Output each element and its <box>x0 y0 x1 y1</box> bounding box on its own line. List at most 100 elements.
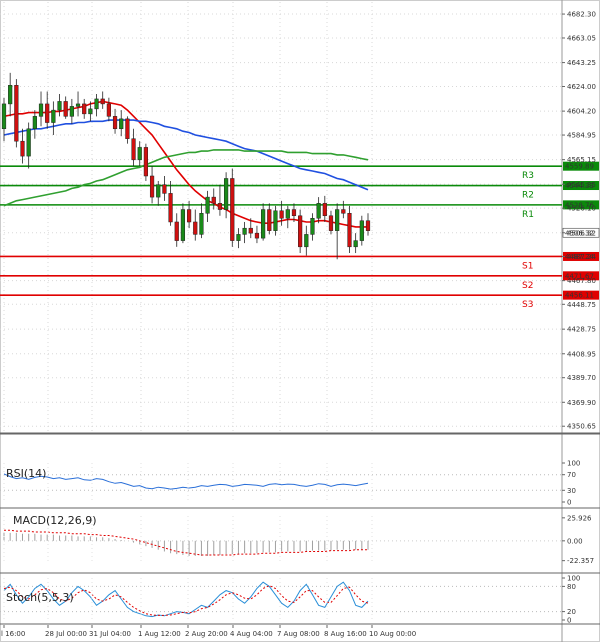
macd-title: MACD(12,26,9) <box>13 514 97 527</box>
candle <box>51 101 56 135</box>
price-tick-label: 4624.00 <box>567 83 596 91</box>
candle <box>279 200 284 226</box>
candle <box>143 143 148 181</box>
candle-body <box>279 210 284 219</box>
candle <box>248 218 253 239</box>
candle <box>38 91 44 127</box>
candle-body <box>63 101 68 117</box>
candle-body <box>254 232 260 239</box>
candle <box>57 93 62 117</box>
indicator-line-rsi <box>3 473 369 490</box>
candle <box>63 96 68 119</box>
candle <box>106 97 111 122</box>
candle <box>82 98 87 119</box>
candle <box>45 91 50 129</box>
candle-body <box>199 213 204 235</box>
level-name-s3: S3 <box>522 300 533 310</box>
price-tick-label: 4428.75 <box>567 326 596 334</box>
level-value-box-s1 <box>563 251 599 261</box>
candle-body <box>143 147 148 177</box>
time-tick-label: 7 Aug 08:00 <box>277 630 320 638</box>
indicator-tick-label: 0.00 <box>567 537 583 545</box>
candle-body <box>26 128 31 157</box>
candle <box>94 93 99 117</box>
candle <box>1 97 7 142</box>
candle-body <box>267 209 272 231</box>
level-value-box-s3 <box>563 290 599 300</box>
candle <box>347 205 352 254</box>
indicator-tick-label: -22.357 <box>567 557 594 565</box>
candle-body <box>310 217 315 235</box>
candle-body <box>298 215 303 248</box>
time-tick-label: 31 Jul 04:00 <box>89 630 131 638</box>
candle-body <box>341 209 346 214</box>
candle-body <box>106 103 111 117</box>
candle <box>205 190 210 222</box>
candle <box>353 233 358 254</box>
indicator-tick-label: 100 <box>567 575 580 583</box>
time-tick-label: 2 Aug 20:00 <box>185 630 228 638</box>
candle-body <box>322 203 327 217</box>
candle-body <box>285 209 290 219</box>
candle <box>267 203 272 235</box>
candle-body <box>8 85 13 105</box>
ma-line-ma-long <box>3 149 369 207</box>
level-name-r3: R3 <box>522 171 534 181</box>
level-value-box-s2 <box>563 271 599 281</box>
candle-body <box>57 101 62 111</box>
indicator-tick-label: 30 <box>567 487 576 495</box>
price-tick-label: 4467.80 <box>567 277 596 285</box>
candle <box>273 205 278 236</box>
candle <box>69 98 74 124</box>
candle-body <box>82 103 87 115</box>
level-value-s2: 4471.67 <box>565 272 594 280</box>
candle <box>88 101 93 122</box>
indicator-tick-label: 20 <box>567 608 576 616</box>
candle-body <box>94 98 99 110</box>
candle-body <box>211 196 216 204</box>
candle-body <box>112 116 118 130</box>
candle-body <box>242 227 247 235</box>
candle <box>359 215 364 246</box>
price-tick-label: 4604.20 <box>567 108 596 116</box>
candle-body <box>32 116 37 130</box>
indicator-line--d <box>3 585 369 616</box>
candle-body <box>304 234 309 248</box>
candle-body <box>217 203 223 210</box>
candle <box>20 128 25 164</box>
candle <box>304 225 309 256</box>
candle-body <box>137 147 142 161</box>
level-value-r1: 4528.76 <box>565 201 594 209</box>
candle-body <box>149 175 155 198</box>
level-name-s1: S1 <box>522 261 533 271</box>
indicator-tick-label: 80 <box>567 583 576 591</box>
candle-body <box>316 203 321 219</box>
candle-body <box>14 85 19 142</box>
candle <box>8 72 13 117</box>
candle-body <box>224 178 229 210</box>
candle <box>341 200 346 219</box>
indicator-tick-label: 0 <box>567 499 571 507</box>
candle <box>230 168 235 247</box>
price-tick-label: 4584.95 <box>567 132 596 140</box>
indicator-tick-label: 25.926 <box>567 514 592 522</box>
level-value-box-r3 <box>563 161 599 171</box>
candle <box>162 175 167 201</box>
candle-body <box>335 209 340 231</box>
candle <box>112 108 118 134</box>
price-tick-label: 4565.15 <box>567 156 596 164</box>
candle-body <box>328 215 334 231</box>
candle-body <box>353 240 358 248</box>
candle-body <box>38 103 44 117</box>
candle-body <box>347 213 352 248</box>
candle-body <box>88 108 93 115</box>
rsi-title: RSI(14) <box>6 467 46 480</box>
candle <box>217 184 223 216</box>
candle-body <box>100 98 105 105</box>
current-price-label: 4506.32 <box>565 229 594 237</box>
candle <box>156 180 161 206</box>
candle <box>168 180 173 226</box>
candle <box>149 166 155 204</box>
candle <box>199 203 204 239</box>
